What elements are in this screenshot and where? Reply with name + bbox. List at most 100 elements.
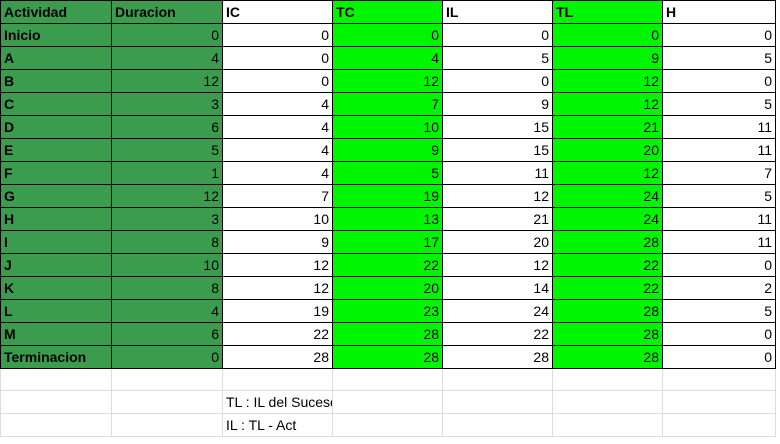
cell-duracion[interactable]: 6 [111,115,223,139]
cell-il[interactable]: 15 [442,138,553,162]
cell-il[interactable]: 22 [442,322,553,346]
cell-duracion[interactable]: 4 [111,299,223,323]
cell-actividad[interactable]: Terminacion [0,345,112,369]
cell-actividad[interactable]: C [0,92,112,116]
empty-cell[interactable] [662,413,776,437]
cell-h[interactable]: 11 [662,207,776,231]
cell-h[interactable]: 0 [662,23,776,47]
cell-duracion[interactable]: 5 [111,138,223,162]
cell-duracion[interactable]: 10 [111,253,223,277]
cell-actividad[interactable]: G [0,184,112,208]
cell-ic[interactable]: 19 [222,299,333,323]
empty-cell[interactable] [0,390,112,414]
cell-ic[interactable]: 22 [222,322,333,346]
cell-actividad[interactable]: Inicio [0,23,112,47]
cell-h[interactable]: 5 [662,46,776,70]
cell-actividad[interactable]: E [0,138,112,162]
cell-duracion[interactable]: 6 [111,322,223,346]
cell-tc[interactable]: 5 [332,161,443,185]
header-cell-h[interactable]: H [662,0,776,24]
cell-ic[interactable]: 4 [222,138,333,162]
empty-cell[interactable] [111,368,223,391]
cell-tc[interactable]: 28 [332,322,443,346]
cell-tc[interactable]: 7 [332,92,443,116]
cell-tc[interactable]: 22 [332,253,443,277]
cell-il[interactable]: 5 [442,46,553,70]
cell-tl[interactable]: 0 [552,23,663,47]
empty-cell[interactable] [442,390,553,414]
cell-tl[interactable]: 12 [552,69,663,93]
cell-ic[interactable]: 12 [222,253,333,277]
cell-tl[interactable]: 22 [552,276,663,300]
cell-tc[interactable]: 4 [332,46,443,70]
cell-il[interactable]: 21 [442,207,553,231]
empty-cell[interactable] [442,368,553,391]
cell-tl[interactable]: 20 [552,138,663,162]
cell-tl[interactable]: 28 [552,345,663,369]
cell-h[interactable]: 0 [662,253,776,277]
cell-il[interactable]: 12 [442,253,553,277]
cell-h[interactable]: 5 [662,184,776,208]
cell-duracion[interactable]: 0 [111,23,223,47]
empty-cell[interactable] [332,368,443,391]
empty-cell[interactable] [111,413,223,437]
note-cell[interactable]: TL : IL del Sucesor [222,390,333,414]
header-cell-tc[interactable]: TC [332,0,443,24]
cell-actividad[interactable]: H [0,207,112,231]
cell-actividad[interactable]: I [0,230,112,254]
header-cell-duracion[interactable]: Duracion [111,0,223,24]
header-cell-tl[interactable]: TL [552,0,663,24]
cell-duracion[interactable]: 12 [111,184,223,208]
cell-actividad[interactable]: M [0,322,112,346]
cell-tc[interactable]: 20 [332,276,443,300]
cell-h[interactable]: 5 [662,92,776,116]
cell-duracion[interactable]: 3 [111,207,223,231]
empty-cell[interactable] [552,390,663,414]
cell-ic[interactable]: 4 [222,92,333,116]
cell-h[interactable]: 0 [662,345,776,369]
cell-h[interactable]: 7 [662,161,776,185]
cell-il[interactable]: 12 [442,184,553,208]
cell-h[interactable]: 5 [662,299,776,323]
cell-h[interactable]: 11 [662,115,776,139]
cell-tc[interactable]: 17 [332,230,443,254]
cell-tl[interactable]: 9 [552,46,663,70]
empty-cell[interactable] [0,413,112,437]
header-cell-il[interactable]: IL [442,0,553,24]
empty-cell[interactable] [332,413,443,437]
empty-cell[interactable] [662,390,776,414]
cell-h[interactable]: 0 [662,322,776,346]
cell-il[interactable]: 0 [442,23,553,47]
cell-tc[interactable]: 19 [332,184,443,208]
cell-actividad[interactable]: B [0,69,112,93]
cell-duracion[interactable]: 8 [111,230,223,254]
cell-il[interactable]: 24 [442,299,553,323]
cell-tc[interactable]: 10 [332,115,443,139]
note-cell[interactable]: IL : TL - Act [222,413,333,437]
cell-tl[interactable]: 12 [552,161,663,185]
cell-tc[interactable]: 23 [332,299,443,323]
cell-ic[interactable]: 0 [222,23,333,47]
cell-il[interactable]: 20 [442,230,553,254]
cell-il[interactable]: 11 [442,161,553,185]
cell-il[interactable]: 15 [442,115,553,139]
empty-cell[interactable] [442,413,553,437]
cell-tl[interactable]: 28 [552,230,663,254]
empty-cell[interactable] [552,413,663,437]
cell-ic[interactable]: 0 [222,46,333,70]
cell-ic[interactable]: 7 [222,184,333,208]
header-cell-actividad[interactable]: Actividad [0,0,112,24]
cell-duracion[interactable]: 3 [111,92,223,116]
cell-actividad[interactable]: J [0,253,112,277]
cell-h[interactable]: 2 [662,276,776,300]
cell-tl[interactable]: 28 [552,299,663,323]
cell-actividad[interactable]: F [0,161,112,185]
cell-ic[interactable]: 4 [222,115,333,139]
cell-duracion[interactable]: 4 [111,46,223,70]
cell-actividad[interactable]: D [0,115,112,139]
empty-cell[interactable] [222,368,333,391]
cell-tl[interactable]: 12 [552,92,663,116]
cell-duracion[interactable]: 1 [111,161,223,185]
cell-duracion[interactable]: 12 [111,69,223,93]
cell-duracion[interactable]: 0 [111,345,223,369]
